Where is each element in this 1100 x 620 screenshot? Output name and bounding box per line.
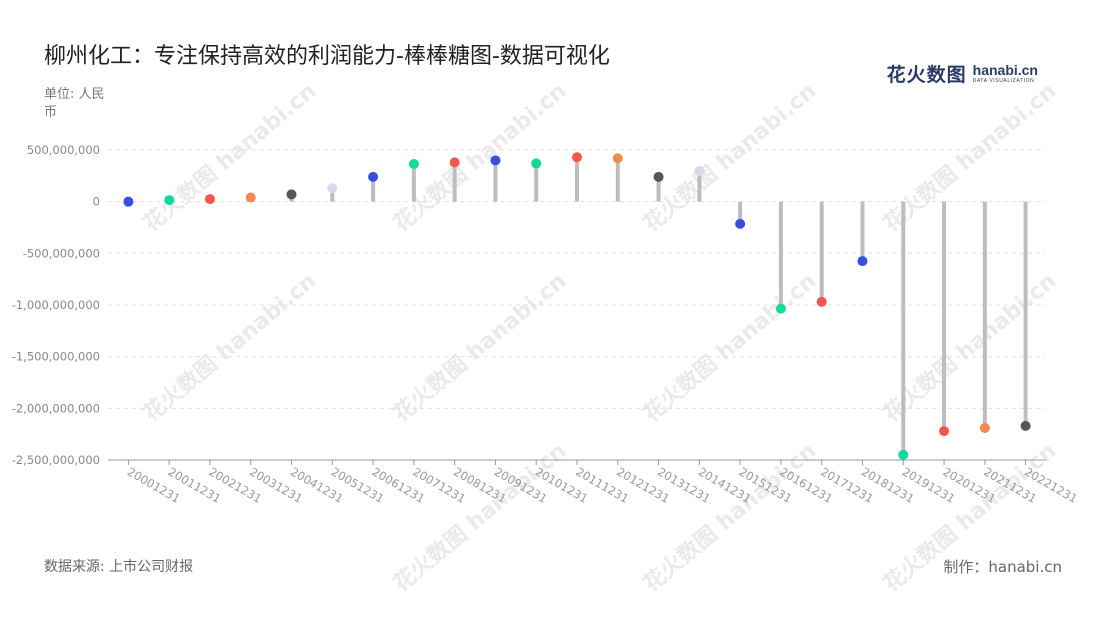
y-tick-label: -2,000,000,000 [12, 401, 100, 415]
y-tick-label: -2,500,000,000 [12, 453, 100, 467]
chart-title: 柳州化工：专注保持高效的利润能力-棒棒糖图-数据可视化 [44, 44, 610, 69]
lollipop-dot [1020, 420, 1031, 431]
lollipop-dot [245, 192, 256, 203]
lollipop-dot [857, 256, 868, 267]
lollipop-dot [490, 155, 501, 166]
lollipop-dot [572, 152, 582, 163]
lollipop-dot [775, 303, 786, 314]
lollipop-dot [449, 157, 460, 168]
lollipop-dot [123, 196, 134, 207]
brand-en-block: hanabi.cn DATA VISUALIZATION [973, 63, 1038, 84]
brand-en-text: hanabi.cn [972, 62, 1038, 78]
lollipop-dot [531, 158, 542, 169]
lollipop-dot [939, 426, 950, 437]
y-tick-label: -500,000,000 [23, 246, 100, 260]
brand-sub-text: DATA VISUALIZATION [972, 78, 1035, 84]
lollipop-dot [368, 171, 379, 182]
y-tick-label: 0 [93, 195, 100, 209]
y-tick-label: -1,000,000,000 [12, 298, 100, 312]
credit-label: 制作：hanabi.cn [943, 558, 1062, 576]
lollipop-dot [694, 166, 705, 177]
unit-label: 单位: 人民币 [44, 87, 105, 120]
y-tick-label: 500,000,000 [27, 143, 100, 157]
source-label: 数据来源: 上市公司财报 [44, 559, 194, 575]
lollipop-dot [653, 171, 664, 182]
lollipop-dot [735, 218, 746, 229]
brand-cn-text: 花火数图 [886, 64, 967, 86]
y-tick-label: -1,500,000,000 [12, 350, 100, 364]
lollipop-dot [816, 296, 827, 307]
lollipop-dot [898, 449, 909, 460]
lollipop-dot [327, 183, 338, 194]
brand-logo: 花火数图 hanabi.cn DATA VISUALIZATION [887, 60, 1038, 87]
lollipop-dot [979, 422, 990, 433]
lollipop-dot [286, 189, 297, 200]
lollipop-dot [164, 195, 175, 206]
lollipop-dot [408, 158, 419, 169]
lollipop-dot [204, 194, 215, 205]
lollipop-dot [612, 153, 623, 164]
